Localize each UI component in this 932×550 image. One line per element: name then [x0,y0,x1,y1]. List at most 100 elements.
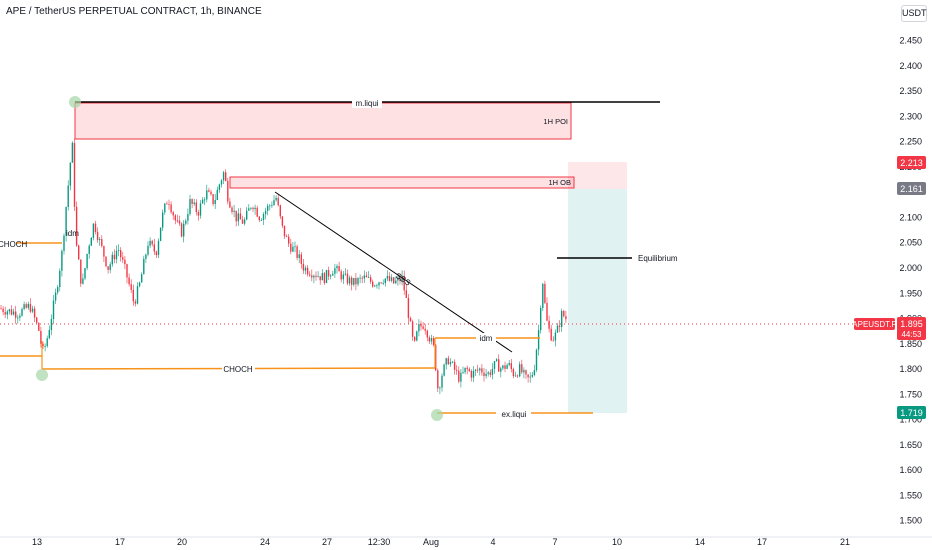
candle-up [57,287,59,293]
candle-down [258,216,260,221]
candle-down [4,312,6,315]
m-liqui-label: m.liqui [355,99,378,108]
sss-trendline[interactable] [274,191,513,353]
candle-down [338,266,340,272]
candle-down [155,251,158,256]
candle-up [145,254,147,259]
candle-up [491,368,494,375]
candle-down [2,308,4,313]
symbol-label-text: APEUSDT.P [852,320,896,329]
candle-up [441,375,443,388]
candle-down [277,197,279,206]
candle-down [288,236,290,244]
candle-down [525,370,527,375]
price-label-stop-bg [897,156,926,169]
candle-down [105,256,107,267]
candle-down [550,328,552,341]
position-stop-zone[interactable] [568,162,627,189]
candle-up [474,369,477,371]
candle-down [256,207,258,217]
candle-down [546,302,548,321]
candle-up [485,373,487,377]
candle-down [372,281,374,287]
swing-high-marker[interactable] [69,96,81,108]
time-tick-label: 17 [115,537,125,547]
candle-down [380,282,382,284]
price-label-stop[interactable]: 2.213 [897,156,926,169]
candle-down [403,275,405,291]
currency-button[interactable]: USDT [901,5,927,22]
candle-down [544,283,546,303]
candle-up [348,277,351,284]
candle-up [88,245,90,254]
candle-down [252,207,254,210]
candle-up [6,311,8,315]
candle-down [405,290,407,298]
candle-up [449,362,452,365]
candle-up [395,280,397,284]
candle-down [241,219,244,224]
candle-down [96,231,99,241]
price-label-entry[interactable]: 2.161 [897,182,926,195]
candle-up [159,227,162,241]
candle-down [0,308,2,310]
sweep-low-marker[interactable] [431,409,443,421]
candle-up [487,372,489,374]
candle-down [552,340,554,342]
candle-down [42,343,44,347]
symbol-price-label[interactable]: APEUSDT.P 1.895 44:53 [852,317,926,340]
price-tick-label: 1.950 [899,288,922,298]
candle-down [235,210,237,222]
position-target-zone[interactable] [568,189,627,413]
time-scale[interactable]: 13 17 20 24 27 12:30 Aug 4 7 10 14 17 21 [32,537,850,547]
choch-left-label: CHOCH [0,240,28,249]
price-tick-label: 1.500 [899,516,922,526]
candle-down [458,370,460,382]
time-tick-label: 14 [695,537,705,547]
time-tick-label: 12:30 [368,537,391,547]
swing-low-marker[interactable] [36,369,48,381]
candle-up [537,330,540,350]
ob-label: 1H OB [548,178,571,187]
candle-down [227,180,229,202]
price-tick-label: 2.300 [899,111,922,121]
ob-zone[interactable] [229,176,575,189]
candle-up [519,364,521,377]
price-tick-label: 2.400 [899,61,922,71]
candle-up [27,303,29,308]
candle-up [216,189,218,200]
candle-up [46,338,48,347]
candle-up [344,273,347,275]
candle-down [369,277,372,282]
poi-zone[interactable] [74,102,572,140]
price-label-target[interactable]: 1.719 [897,406,926,419]
candles [0,138,567,395]
candle-up [508,363,510,365]
candle-down [296,246,298,258]
candle-up [67,185,69,207]
candle-up [556,325,559,333]
candle-up [199,203,202,216]
candle-down [453,361,456,370]
price-scale[interactable]: 2.4502.4002.3502.3002.2502.2002.1502.100… [899,36,922,526]
candle-up [220,180,223,185]
candle-down [361,277,363,279]
candle-down [36,317,38,323]
idm-left-label: idm [66,229,79,238]
candle-up [267,205,269,211]
price-tick-label: 1.600 [899,465,922,475]
choch-label: CHOCH [223,365,253,374]
candle-down [311,275,313,278]
candle-up [445,358,447,365]
price-tick-label: 2.250 [899,137,922,147]
candle-up [237,213,239,222]
candle-up [269,205,271,207]
candle-up [460,372,462,382]
candle-down [130,284,132,290]
candle-up [164,203,166,213]
candle-up [384,278,386,284]
candle-down [281,216,284,226]
candle-up [529,376,531,378]
candle-up [535,349,538,371]
